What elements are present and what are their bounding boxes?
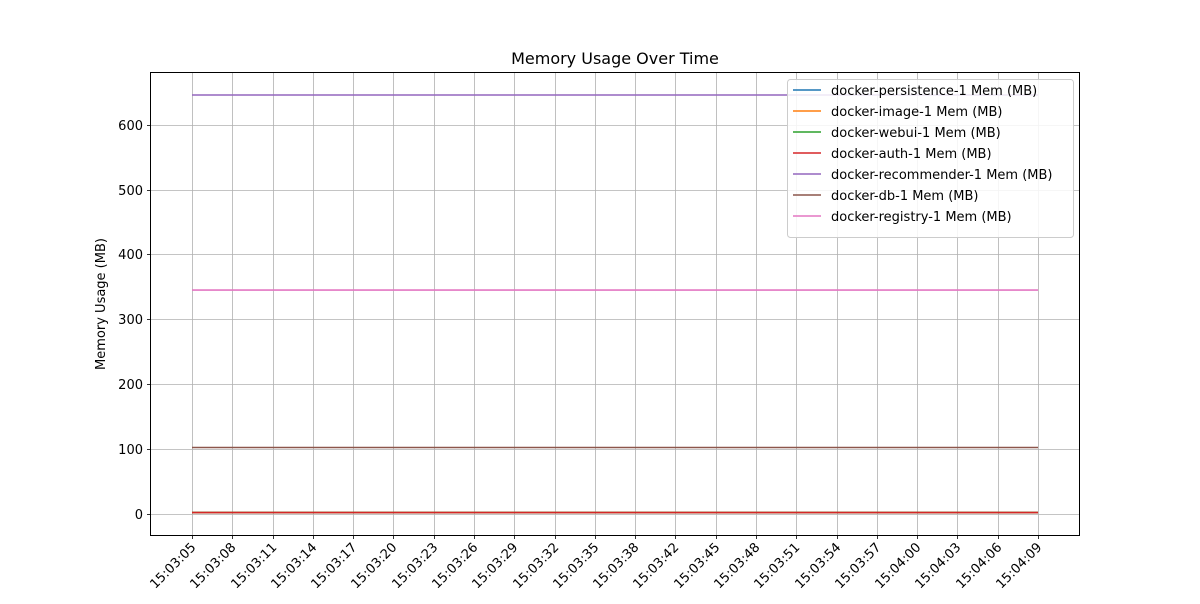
y-axis-label: Memory Usage (MB) bbox=[94, 238, 109, 370]
y-axis-ticks: 0 100 200 300 400 500 600 bbox=[118, 119, 151, 523]
legend-box bbox=[787, 79, 1074, 238]
y-tick-label: 600 bbox=[118, 119, 143, 134]
x-axis-ticks: 15:03:0515:03:0815:03:1115:03:1415:03:17… bbox=[147, 535, 1045, 592]
legend-label: docker-webui-1 Mem (MB) bbox=[831, 126, 1001, 141]
y-tick-label: 200 bbox=[118, 378, 143, 393]
legend-label: docker-auth-1 Mem (MB) bbox=[831, 147, 992, 162]
y-tick-label: 400 bbox=[118, 248, 143, 263]
y-tick-label: 500 bbox=[118, 184, 143, 199]
legend-label: docker-db-1 Mem (MB) bbox=[831, 189, 979, 204]
y-tick-label: 0 bbox=[135, 508, 143, 523]
legend: docker-persistence-1 Mem (MB) docker-imag… bbox=[787, 79, 1074, 238]
legend-label: docker-recommender-1 Mem (MB) bbox=[831, 168, 1053, 183]
y-tick-label: 300 bbox=[118, 313, 143, 328]
y-tick-label: 100 bbox=[118, 443, 143, 458]
legend-label: docker-image-1 Mem (MB) bbox=[831, 105, 1003, 120]
legend-label: docker-persistence-1 Mem (MB) bbox=[831, 84, 1037, 99]
chart-title: Memory Usage Over Time bbox=[511, 49, 719, 68]
plot-area-frame bbox=[150, 72, 1080, 536]
series-lines bbox=[192, 94, 1038, 514]
legend-label: docker-registry-1 Mem (MB) bbox=[831, 210, 1012, 225]
